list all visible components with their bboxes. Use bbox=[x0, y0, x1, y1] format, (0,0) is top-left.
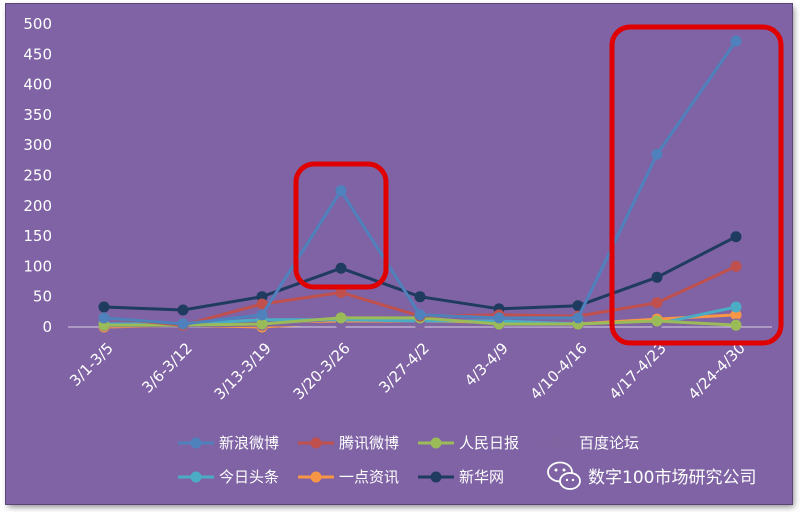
legend-label: 人民日报 bbox=[459, 434, 519, 452]
x-tick-label: 3/6-3/12 bbox=[138, 339, 195, 396]
data-point bbox=[651, 315, 663, 327]
legend-item: 百度论坛 bbox=[538, 434, 639, 452]
wechat-icon bbox=[547, 461, 581, 490]
data-point bbox=[335, 286, 347, 298]
legend-label: 新华网 bbox=[459, 468, 504, 486]
legend-marker bbox=[430, 471, 442, 483]
legend-item: 人民日报 bbox=[418, 434, 519, 452]
x-tick-label: 4/17-4/23 bbox=[606, 339, 670, 403]
legend-marker bbox=[310, 437, 322, 449]
data-point bbox=[256, 318, 268, 330]
highlight-box bbox=[609, 24, 784, 346]
legend-label: 腾讯微博 bbox=[339, 434, 399, 452]
x-tick-label: 3/1-3/5 bbox=[66, 339, 117, 390]
legend-marker bbox=[310, 471, 322, 483]
data-point bbox=[651, 271, 663, 283]
data-point bbox=[414, 291, 426, 303]
data-point bbox=[730, 260, 742, 272]
series-lines bbox=[98, 35, 742, 333]
legend-item: 新浪微博 bbox=[178, 434, 279, 452]
data-point bbox=[730, 319, 742, 331]
series-新华网 bbox=[98, 231, 742, 316]
legend-marker bbox=[550, 437, 562, 449]
legend-item: 一点资讯 bbox=[298, 468, 399, 486]
legend-label: 百度论坛 bbox=[579, 434, 639, 452]
watermark-text: 数字100市场研究公司 bbox=[588, 468, 756, 488]
legend-marker bbox=[430, 437, 442, 449]
data-point bbox=[335, 262, 347, 274]
data-point bbox=[177, 318, 189, 330]
data-point bbox=[177, 304, 189, 316]
legend-marker bbox=[190, 471, 202, 483]
data-point bbox=[414, 309, 426, 321]
data-point bbox=[256, 309, 268, 321]
data-point bbox=[651, 297, 663, 309]
legend-marker bbox=[190, 437, 202, 449]
data-point bbox=[651, 148, 663, 160]
x-tick-label: 4/24-4/30 bbox=[685, 339, 749, 403]
data-point bbox=[572, 312, 584, 324]
legend-item: 今日头条 bbox=[178, 468, 279, 486]
data-point bbox=[335, 185, 347, 197]
data-point bbox=[730, 301, 742, 313]
x-tick-label: 3/13-3/19 bbox=[211, 339, 275, 403]
x-axis: 3/1-3/5 3/6-3/12 3/13-3/19 3/20-3/26 3/27-4/… bbox=[66, 326, 772, 403]
y-tick-label: 200 bbox=[23, 197, 52, 215]
chart-frame bbox=[6, 4, 792, 504]
data-point bbox=[335, 312, 347, 324]
x-tick-label: 3/20-3/26 bbox=[290, 339, 354, 403]
y-tick-label: 0 bbox=[42, 318, 52, 336]
legend-item: 腾讯微博 bbox=[298, 434, 399, 452]
y-axis: 0 50 100 150 200 250 300 350 400 450 500 bbox=[23, 15, 52, 336]
data-point bbox=[98, 301, 110, 313]
y-tick-label: 400 bbox=[23, 76, 52, 94]
y-tick-label: 250 bbox=[23, 167, 52, 185]
data-point bbox=[572, 300, 584, 312]
data-point bbox=[730, 309, 742, 321]
watermark: 数字100市场研究公司 bbox=[547, 461, 756, 490]
y-tick-label: 500 bbox=[23, 15, 52, 33]
y-tick-label: 300 bbox=[23, 136, 52, 154]
legend-label: 一点资讯 bbox=[339, 468, 399, 486]
legend-label: 新浪微博 bbox=[219, 434, 279, 452]
highlight-boxes bbox=[293, 24, 784, 346]
legend-item: 新华网 bbox=[418, 468, 504, 486]
data-point bbox=[730, 35, 742, 47]
data-point bbox=[730, 231, 742, 243]
y-tick-label: 350 bbox=[23, 106, 52, 124]
x-tick-label: 3/27-4/2 bbox=[375, 339, 432, 396]
data-point bbox=[98, 312, 110, 324]
data-point bbox=[493, 312, 505, 324]
x-tick-label: 4/10-4/16 bbox=[527, 339, 591, 403]
legend-label: 今日头条 bbox=[219, 468, 279, 486]
y-tick-label: 150 bbox=[23, 227, 52, 245]
series-新浪微博 bbox=[98, 35, 742, 330]
data-point bbox=[256, 298, 268, 310]
y-tick-label: 100 bbox=[23, 257, 52, 275]
highlight-box bbox=[293, 161, 389, 290]
y-tick-label: 50 bbox=[33, 288, 52, 306]
y-tick-label: 450 bbox=[23, 45, 52, 63]
x-tick-label: 4/3-4/9 bbox=[461, 339, 512, 390]
